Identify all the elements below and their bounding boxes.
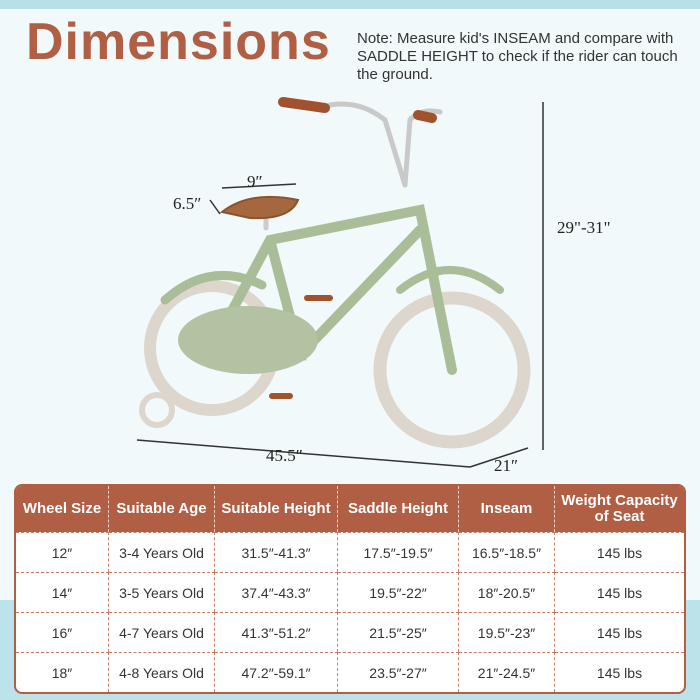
table-cell: 12″ [16,532,109,572]
length-line [136,439,471,468]
width-line [469,447,529,468]
length-label: 45.5″ [266,446,303,465]
top-band [0,0,700,9]
header-cell: Saddle Height [338,486,459,532]
table-cell: 37.4″-43.3″ [215,572,338,612]
table-cell: 145 lbs [555,572,684,612]
table-cell: 19.5″-22″ [338,572,459,612]
rear-fender [160,270,267,305]
size-chart-table: Wheel Size Suitable Age Suitable Height … [14,484,686,694]
table-header-row: Wheel Size Suitable Age Suitable Height … [16,486,684,532]
seat-width-label: 6.5″ [173,194,202,213]
header-cell: Inseam [459,486,555,532]
table-cell: 19.5″-23″ [459,612,555,652]
table-cell: 21″-24.5″ [459,652,555,692]
saddle [219,195,300,220]
height-label: 29"-31" [557,218,611,237]
front-fender [396,266,504,294]
table-cell: 3-4 Years Old [109,532,215,572]
table-cell: 3-5 Years Old [109,572,215,612]
table-row: 12″ 3-4 Years Old 31.5″-41.3″ 17.5″-19.5″ 16… [16,532,684,572]
seat-length-line [221,183,297,189]
pedals [269,295,333,399]
table-cell: 41.3″-51.2″ [215,612,338,652]
header-cell: Wheel Size [16,486,109,532]
chain-guard [178,306,318,374]
table-cell: 18″ [16,652,109,692]
table-cell: 16.5″-18.5″ [459,532,555,572]
front-wheel [373,291,531,449]
table-cell: 47.2″-59.1″ [215,652,338,692]
seat-width-line [209,199,221,215]
table-cell: 145 lbs [555,532,684,572]
header-cell: Suitable Age [109,486,215,532]
table-cell: 21.5″-25″ [338,612,459,652]
table-cell: 18″-20.5″ [459,572,555,612]
table-row: 18″ 4-8 Years Old 47.2″-59.1″ 23.5″-27″ 21″-… [16,652,684,692]
training-wheel [139,392,175,428]
note-text: Note: Measure kid's INSEAM and compare w… [357,30,678,83]
header-cell: Weight Capacity of Seat [555,486,684,532]
header-cell: Suitable Height [215,486,338,532]
table-cell: 145 lbs [555,652,684,692]
table-cell: 14″ [16,572,109,612]
page-title: Dimensions [26,13,331,71]
bike-illustration [136,97,544,468]
width-label: 21″ [494,456,519,475]
seat-length-label: 9″ [247,172,263,191]
table-cell: 31.5″-41.3″ [215,532,338,572]
table-row: 16″ 4-7 Years Old 41.3″-51.2″ 21.5″-25″ 19.5… [16,612,684,652]
table-cell: 17.5″-19.5″ [338,532,459,572]
table-cell: 4-8 Years Old [109,652,215,692]
grips [278,97,437,123]
table-cell: 4-7 Years Old [109,612,215,652]
table-row: 14″ 3-5 Years Old 37.4″-43.3″ 19.5″-22″ 18″-… [16,572,684,612]
table-cell: 23.5″-27″ [338,652,459,692]
table-cell: 16″ [16,612,109,652]
table-cell: 145 lbs [555,612,684,652]
